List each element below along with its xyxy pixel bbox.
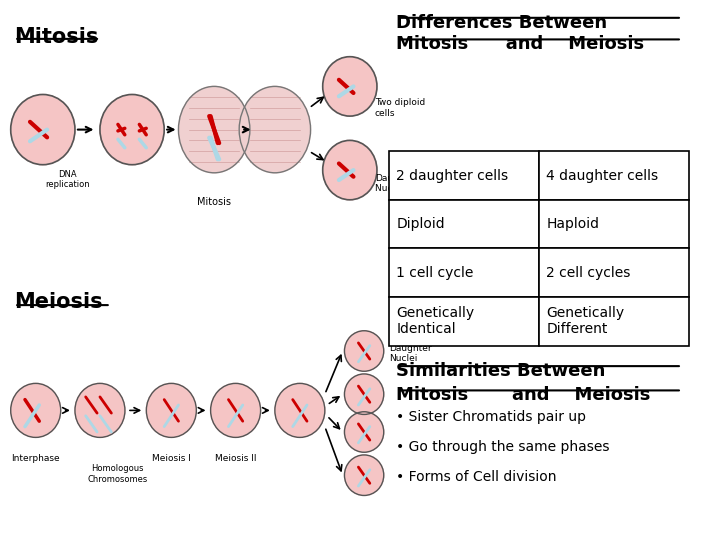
Text: Haploid: Haploid <box>546 217 599 231</box>
Text: Mitosis       and    Meiosis: Mitosis and Meiosis <box>396 386 651 404</box>
Text: Mitosis      and    Meiosis: Mitosis and Meiosis <box>396 35 644 53</box>
Text: Similarities Between: Similarities Between <box>396 362 606 380</box>
Ellipse shape <box>211 383 261 437</box>
Text: Interphase: Interphase <box>12 454 60 463</box>
Text: 2 cell cycles: 2 cell cycles <box>546 266 631 280</box>
Text: 2 daughter cells: 2 daughter cells <box>396 168 508 183</box>
FancyBboxPatch shape <box>539 297 689 346</box>
FancyBboxPatch shape <box>389 151 539 200</box>
Text: • Forms of Cell division: • Forms of Cell division <box>396 470 557 484</box>
Ellipse shape <box>344 330 384 372</box>
FancyBboxPatch shape <box>389 200 539 248</box>
Ellipse shape <box>75 383 125 437</box>
FancyBboxPatch shape <box>539 248 689 297</box>
Text: Meiosis I: Meiosis I <box>152 454 191 463</box>
Text: Genetically
Identical: Genetically Identical <box>396 306 474 336</box>
Ellipse shape <box>344 374 384 415</box>
Text: Homologous
Chromosomes: Homologous Chromosomes <box>88 464 148 484</box>
Text: • Go through the same phases: • Go through the same phases <box>396 440 610 454</box>
Text: Mitosis: Mitosis <box>197 197 231 207</box>
Ellipse shape <box>275 383 325 437</box>
Ellipse shape <box>11 94 75 165</box>
Ellipse shape <box>344 411 384 453</box>
FancyBboxPatch shape <box>389 248 539 297</box>
Text: Daughter
Nuclei II: Daughter Nuclei II <box>375 174 418 193</box>
Text: Differences Between: Differences Between <box>396 14 608 31</box>
Ellipse shape <box>146 383 197 437</box>
Text: • Sister Chromatids pair up: • Sister Chromatids pair up <box>396 410 586 424</box>
FancyBboxPatch shape <box>539 200 689 248</box>
FancyBboxPatch shape <box>539 151 689 200</box>
Ellipse shape <box>100 94 164 165</box>
Text: Mitosis: Mitosis <box>14 27 99 47</box>
Text: DNA
replication: DNA replication <box>45 170 90 190</box>
Text: Diploid: Diploid <box>396 217 445 231</box>
Text: Two diploid
cells: Two diploid cells <box>375 98 425 118</box>
Text: Daughter
Nuclei: Daughter Nuclei <box>389 344 432 363</box>
FancyBboxPatch shape <box>389 297 539 346</box>
Text: 1 cell cycle: 1 cell cycle <box>396 266 474 280</box>
Ellipse shape <box>179 86 250 173</box>
Ellipse shape <box>11 383 60 437</box>
Ellipse shape <box>239 86 310 173</box>
Ellipse shape <box>323 140 377 200</box>
Text: Genetically
Different: Genetically Different <box>546 306 624 336</box>
Text: Meiosis II: Meiosis II <box>215 454 256 463</box>
Ellipse shape <box>344 455 384 496</box>
Text: Meiosis: Meiosis <box>14 292 103 312</box>
Ellipse shape <box>323 57 377 116</box>
Text: 4 daughter cells: 4 daughter cells <box>546 168 658 183</box>
